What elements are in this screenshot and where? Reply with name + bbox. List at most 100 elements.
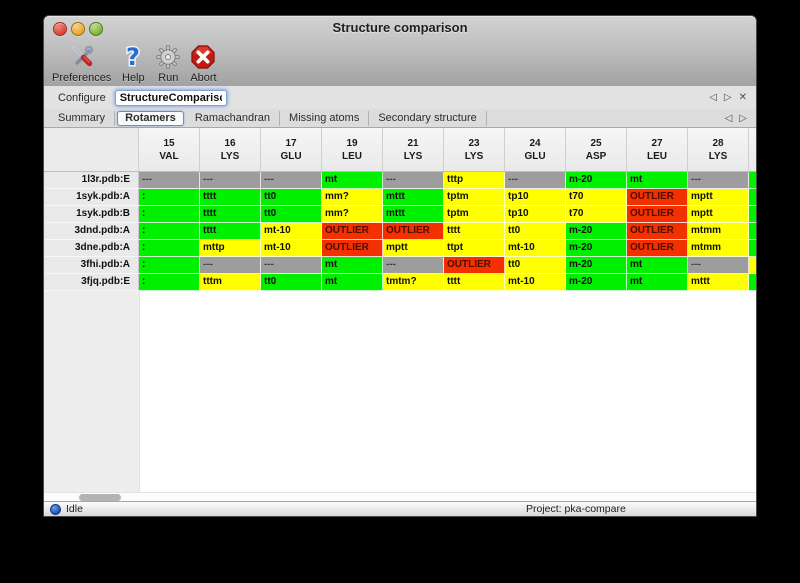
rotamer-cell[interactable]: mptt (688, 189, 749, 206)
abort-button[interactable]: Abort (190, 43, 217, 84)
rotamer-cell[interactable]: t70 (566, 189, 627, 206)
rotamer-cell[interactable]: tt0 (261, 274, 322, 291)
row-label[interactable]: 1syk.pdb:A (44, 189, 139, 206)
row-label[interactable]: 3dnd.pdb:A (44, 223, 139, 240)
rotamer-cell[interactable]: : (139, 257, 200, 274)
rotamer-cell[interactable]: mptt (688, 206, 749, 223)
rotamer-cell[interactable]: tt0 (505, 257, 566, 274)
rotamer-cell[interactable]: --- (200, 172, 261, 189)
rotamer-cell[interactable]: tttp (444, 172, 505, 189)
rotamer-cell[interactable]: mttt (383, 189, 444, 206)
rotamer-cell[interactable]: mtmm (688, 223, 749, 240)
rotamer-cell[interactable]: mptt (383, 240, 444, 257)
row-label[interactable]: 1syk.pdb:B (44, 206, 139, 223)
rotamer-cell[interactable]: : (139, 274, 200, 291)
tab-next-arrow-icon[interactable]: ▷ (739, 112, 747, 124)
rotamer-cell[interactable]: m-20 (566, 240, 627, 257)
rotamer-cell[interactable]: OUTLIER (444, 257, 505, 274)
rotamer-cell[interactable]: mt (627, 274, 688, 291)
rotamer-cell[interactable]: tptm (444, 189, 505, 206)
rotamer-cell[interactable]: : (139, 240, 200, 257)
horizontal-scrollbar[interactable] (44, 492, 756, 502)
rotamer-cell[interactable]: : (139, 223, 200, 240)
rotamer-cell[interactable]: mttt (688, 274, 749, 291)
rotamer-cell[interactable]: tp10 (505, 189, 566, 206)
rotamer-cell[interactable]: OUTLIER (322, 240, 383, 257)
rotamer-cell[interactable]: mttp (200, 240, 261, 257)
rotamer-cell[interactable]: mttt (383, 206, 444, 223)
rotamer-cell[interactable]: m-20 (566, 274, 627, 291)
rotamer-cell[interactable]: OUTLIER (627, 206, 688, 223)
rotamer-cell[interactable]: tptm (444, 206, 505, 223)
rotamer-cell[interactable]: mm? (322, 189, 383, 206)
rotamer-cell[interactable]: --- (261, 172, 322, 189)
rotamer-cell[interactable]: --- (688, 257, 749, 274)
rotamer-cell[interactable]: m-20 (566, 172, 627, 189)
run-button[interactable]: Run (155, 43, 181, 84)
column-header-24: 24 GLU (505, 128, 566, 171)
rotamer-cell[interactable]: --- (383, 257, 444, 274)
rotamer-cell[interactable]: OUTLIER (383, 223, 444, 240)
rotamer-cell[interactable]: : (139, 206, 200, 223)
rotamer-cell[interactable]: t70 (566, 206, 627, 223)
rotamer-cell[interactable]: ttpt (444, 240, 505, 257)
question-icon: ? (120, 43, 146, 71)
rotamer-cell[interactable]: --- (505, 172, 566, 189)
rotamer-cell[interactable]: tttt (200, 206, 261, 223)
rotamer-cell[interactable]: tt0 (261, 206, 322, 223)
rotamer-cell[interactable]: --- (139, 172, 200, 189)
rotamer-cell[interactable]: tt0 (261, 189, 322, 206)
rotamer-cell[interactable]: tttt (200, 223, 261, 240)
rotamer-cell[interactable]: tt0 (505, 223, 566, 240)
row-label[interactable]: 3fjq.pdb:E (44, 274, 139, 291)
configure-input[interactable] (114, 89, 227, 106)
rotamer-cell[interactable]: tmtm? (383, 274, 444, 291)
rotamer-cell[interactable]: mt-10 (505, 240, 566, 257)
rotamer-cell[interactable]: m-20 (566, 223, 627, 240)
rotamer-cell[interactable]: m-20 (566, 257, 627, 274)
zoom-button[interactable] (89, 22, 103, 36)
tab-ramachandran[interactable]: Ramachandran (186, 110, 281, 126)
rotamer-cell[interactable]: mt (322, 257, 383, 274)
tab-missing-atoms[interactable]: Missing atoms (280, 110, 370, 126)
tab-secondary-structure[interactable]: Secondary structure (369, 110, 487, 126)
scrollbar-thumb[interactable] (79, 494, 121, 501)
rotamer-cell[interactable]: mm? (322, 206, 383, 223)
rotamer-cell[interactable]: --- (688, 172, 749, 189)
rotamer-cell[interactable]: mt (322, 172, 383, 189)
rotamer-cell[interactable]: --- (200, 257, 261, 274)
rotamer-cell[interactable]: mt (627, 257, 688, 274)
app-window: Structure comparison Preferences (43, 15, 757, 517)
row-label[interactable]: 3dne.pdb:A (44, 240, 139, 257)
pane-prev-arrow-icon[interactable]: ◁ (709, 91, 717, 103)
rotamer-cell[interactable]: tttm (200, 274, 261, 291)
row-label[interactable]: 3fhi.pdb:A (44, 257, 139, 274)
close-button[interactable] (53, 22, 67, 36)
rotamer-cell[interactable]: tttt (200, 189, 261, 206)
rotamer-cell[interactable]: mt-10 (261, 240, 322, 257)
tab-prev-arrow-icon[interactable]: ◁ (724, 112, 733, 124)
rotamer-cell[interactable]: mt (627, 172, 688, 189)
rotamer-cell[interactable]: tttt (444, 274, 505, 291)
rotamer-cell[interactable]: mtmm (688, 240, 749, 257)
rotamer-cell[interactable]: tttt (444, 223, 505, 240)
rotamer-cell[interactable]: --- (261, 257, 322, 274)
pane-next-arrow-icon[interactable]: ▷ (723, 91, 732, 103)
rotamer-cell[interactable]: --- (383, 172, 444, 189)
rotamer-cell[interactable]: mt-10 (505, 274, 566, 291)
rotamer-cell[interactable]: tp10 (505, 206, 566, 223)
minimize-button[interactable] (71, 22, 85, 36)
rotamer-cell[interactable]: OUTLIER (627, 189, 688, 206)
pane-close-icon[interactable]: ✕ (738, 91, 747, 103)
rotamer-cell[interactable]: OUTLIER (322, 223, 383, 240)
preferences-button[interactable]: Preferences (52, 43, 111, 84)
tab-rotamers[interactable]: Rotamers (117, 110, 184, 126)
rotamer-cell[interactable]: OUTLIER (627, 223, 688, 240)
rotamer-cell[interactable]: OUTLIER (627, 240, 688, 257)
rotamer-cell[interactable]: : (139, 189, 200, 206)
tab-summary[interactable]: Summary (49, 110, 116, 126)
rotamer-cell[interactable]: mt-10 (261, 223, 322, 240)
row-label[interactable]: 1l3r.pdb:E (44, 172, 139, 189)
help-button[interactable]: ? Help (120, 43, 146, 84)
rotamer-cell[interactable]: mt (322, 274, 383, 291)
